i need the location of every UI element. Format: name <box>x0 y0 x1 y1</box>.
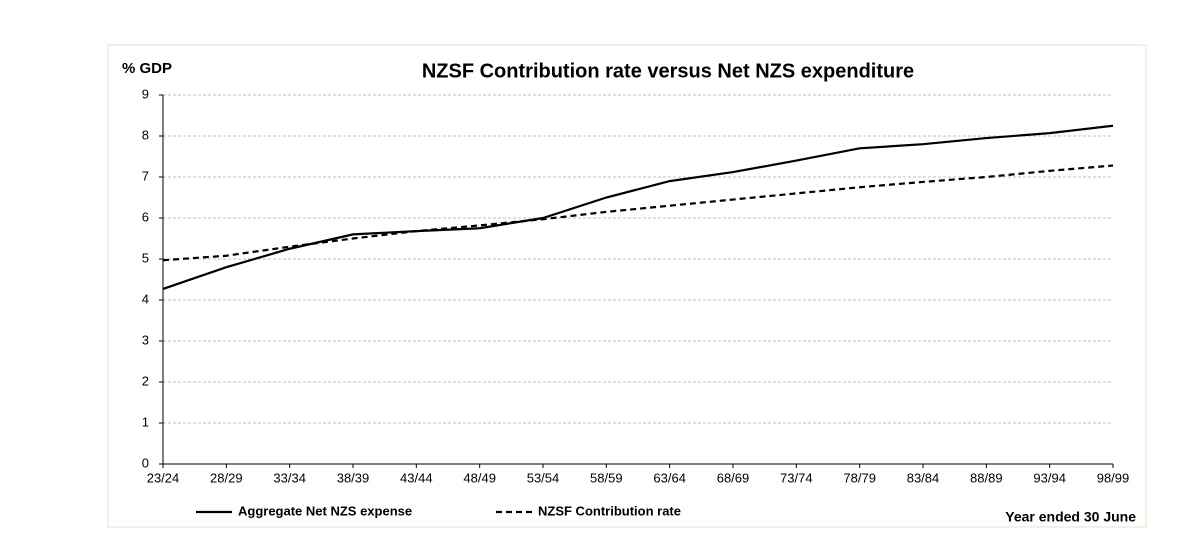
x-tick-label: 38/39 <box>337 470 370 485</box>
x-tick-label: 63/64 <box>653 470 686 485</box>
y-tick-label: 3 <box>142 332 149 347</box>
x-tick-label: 48/49 <box>463 470 496 485</box>
y-tick-label: 1 <box>142 414 149 429</box>
x-tick-label: 23/24 <box>147 470 180 485</box>
x-tick-label: 43/44 <box>400 470 433 485</box>
x-tick-label: 93/94 <box>1033 470 1066 485</box>
x-tick-label: 53/54 <box>527 470 560 485</box>
series-line <box>162 164 1114 262</box>
x-tick-label: 58/59 <box>590 470 623 485</box>
y-axis-label: % GDP <box>122 60 172 77</box>
y-tick-label: 5 <box>142 250 149 265</box>
x-tick-label: 28/29 <box>210 470 243 485</box>
legend-label: Aggregate Net NZS expense <box>238 503 412 518</box>
y-tick-label: 8 <box>142 127 149 142</box>
y-tick-label: 9 <box>142 86 149 101</box>
x-tick-label: 33/34 <box>273 470 306 485</box>
series-line <box>162 124 1114 290</box>
chart-title: NZSF Contribution rate versus Net NZS ex… <box>422 60 914 82</box>
x-tick-label: 73/74 <box>780 470 813 485</box>
legend-label: NZSF Contribution rate <box>538 503 681 518</box>
x-tick-label: 98/99 <box>1097 470 1130 485</box>
x-tick-label: 78/79 <box>843 470 876 485</box>
y-tick-label: 6 <box>142 209 149 224</box>
y-tick-label: 7 <box>142 168 149 183</box>
x-axis-label: Year ended 30 June <box>1005 509 1136 525</box>
x-tick-label: 83/84 <box>907 470 940 485</box>
y-tick-label: 2 <box>142 373 149 388</box>
y-tick-label: 4 <box>142 291 149 306</box>
x-tick-label: 68/69 <box>717 470 750 485</box>
x-tick-label: 88/89 <box>970 470 1003 485</box>
frame <box>107 44 1147 528</box>
y-tick-label: 0 <box>142 455 149 470</box>
